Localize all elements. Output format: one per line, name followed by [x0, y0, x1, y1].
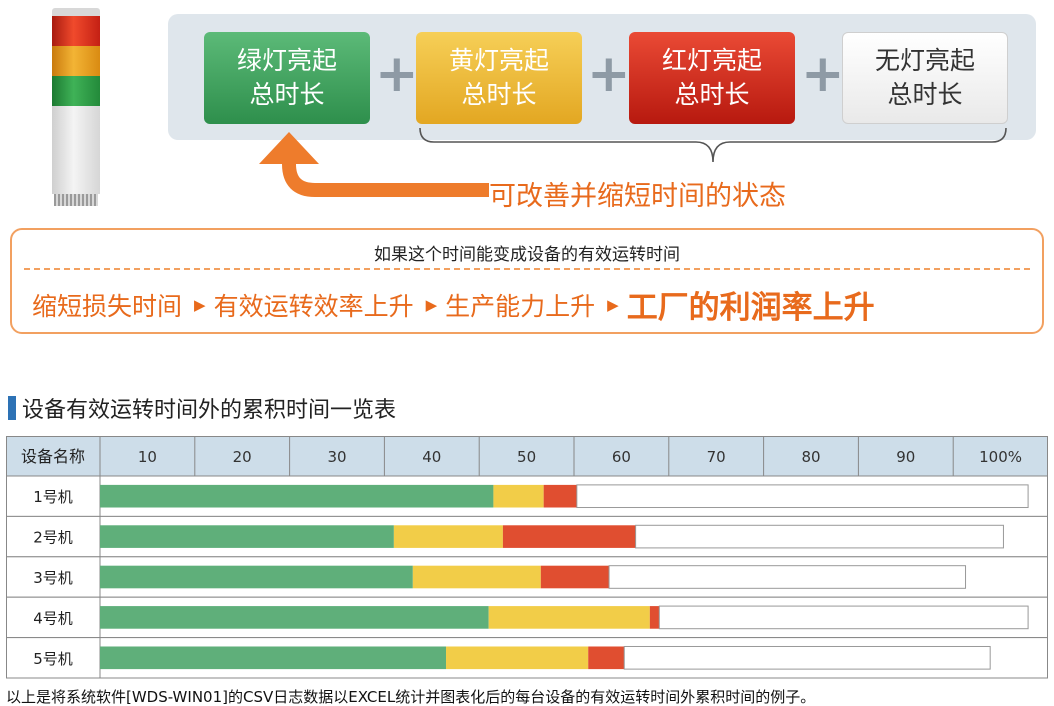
x-tick-label: 70	[707, 448, 726, 466]
lamp-green-box: 绿灯亮起 总时长	[204, 32, 370, 124]
bar-segment-green	[100, 646, 447, 670]
x-tick-label: 60	[612, 448, 631, 466]
improvable-state-label: 可改善并缩短时间的状态	[489, 181, 786, 212]
lamp-red-label: 红灯亮起 总时长	[661, 46, 762, 109]
category-label: 1号机	[33, 488, 73, 506]
curved-arrow-icon	[259, 132, 489, 197]
arrow-right-icon: ▶	[425, 295, 438, 314]
tower-base	[54, 194, 98, 206]
lamp-green-label: 绿灯亮起 总时长	[236, 46, 337, 109]
x-tick-label: 10	[138, 448, 157, 466]
x-tick-label: 50	[517, 448, 536, 466]
lamp-red-box: 红灯亮起 总时长	[629, 32, 795, 124]
bar-segment-white	[658, 605, 1029, 630]
plus-sign: +	[375, 44, 419, 104]
bar-segment-green	[100, 484, 494, 508]
benefit-step: 生产能力上升	[445, 291, 596, 321]
benefit-step: 缩短损失时间	[32, 291, 183, 321]
section-title-text: 设备有效运转时间外的累积时间一览表	[22, 398, 397, 423]
plus-sign: +	[801, 44, 845, 104]
bar-segment-white	[623, 645, 991, 670]
grouping-brace	[419, 127, 1007, 163]
bar-segment-white	[635, 524, 1004, 549]
bar-segment-green	[100, 606, 489, 629]
arrow-right-icon: ▶	[607, 295, 619, 314]
tower-body	[52, 106, 100, 194]
bar-segment-green	[100, 565, 413, 589]
signal-tower-image	[46, 8, 106, 208]
lamp-yellow-label: 黄灯亮起 总时长	[448, 46, 549, 109]
chart-header-label: 设备名称	[21, 447, 85, 466]
lamp-none-label: 无灯亮起 总时长	[874, 46, 975, 109]
x-tick-label: 20	[233, 448, 252, 466]
downtime-stacked-bar-chart: 设备名称 10 20 30 40 50 60 70 80 90 100% 1号机 2号机 3号机 4号机 5号…	[6, 436, 1048, 679]
bar-segment-white	[608, 565, 967, 589]
x-tick-label: 40	[422, 448, 441, 466]
banner-divider	[24, 268, 1030, 270]
bar-segment-red	[543, 484, 577, 508]
category-label: 4号机	[33, 609, 73, 627]
tower-orange-light	[52, 46, 100, 76]
tower-red-light	[52, 16, 100, 46]
category-label: 5号机	[33, 650, 73, 668]
x-tick-label: 30	[327, 448, 346, 466]
plus-sign: +	[587, 44, 631, 104]
arrow-right-icon: ▶	[194, 295, 206, 314]
bar-segment-green	[100, 525, 394, 548]
benefit-chain: 缩短损失时间 ▶ 有效运转效率上升 ▶ 生产能力上升 ▶ 工厂的利润率上升	[32, 282, 875, 327]
x-tick-label: 80	[801, 448, 820, 466]
x-tick-label: 100%	[979, 448, 1022, 466]
category-label: 2号机	[33, 529, 73, 547]
banner-heading: 如果这个时间能变成设备的有效运转时间	[374, 245, 680, 265]
bar-segment-yellow	[393, 525, 503, 548]
lamp-none-box: 无灯亮起 总时长	[842, 32, 1008, 124]
footnote: 以上是将系统软件[WDS-WIN01]的CSV日志数据以EXCEL统计并图表化后…	[6, 688, 816, 706]
bar-segment-yellow	[493, 484, 544, 508]
tower-green-light	[52, 76, 100, 106]
benefit-banner: 如果这个时间能变成设备的有效运转时间 缩短损失时间 ▶ 有效运转效率上升 ▶ 生…	[10, 228, 1044, 334]
x-tick-label: 90	[896, 448, 915, 466]
tower-cap	[52, 8, 100, 16]
chart-header-row	[6, 436, 1048, 477]
benefit-step: 有效运转效率上升	[213, 291, 414, 321]
bar-segment-red	[540, 565, 610, 589]
bar-segment-red	[649, 606, 660, 629]
bar-segment-yellow	[488, 606, 650, 629]
benefit-final: 工厂的利润率上升	[626, 290, 875, 326]
bar-segment-yellow	[412, 565, 541, 589]
category-label: 3号机	[33, 569, 73, 587]
bar-segment-red	[588, 646, 625, 670]
section-marker-icon	[8, 396, 16, 420]
bar-segment-red	[502, 525, 636, 548]
bar-segment-white	[576, 484, 1029, 509]
bar-segment-yellow	[446, 646, 589, 670]
lamp-yellow-box: 黄灯亮起 总时长	[416, 32, 582, 124]
section-title: 设备有效运转时间外的累积时间一览表	[8, 392, 396, 424]
